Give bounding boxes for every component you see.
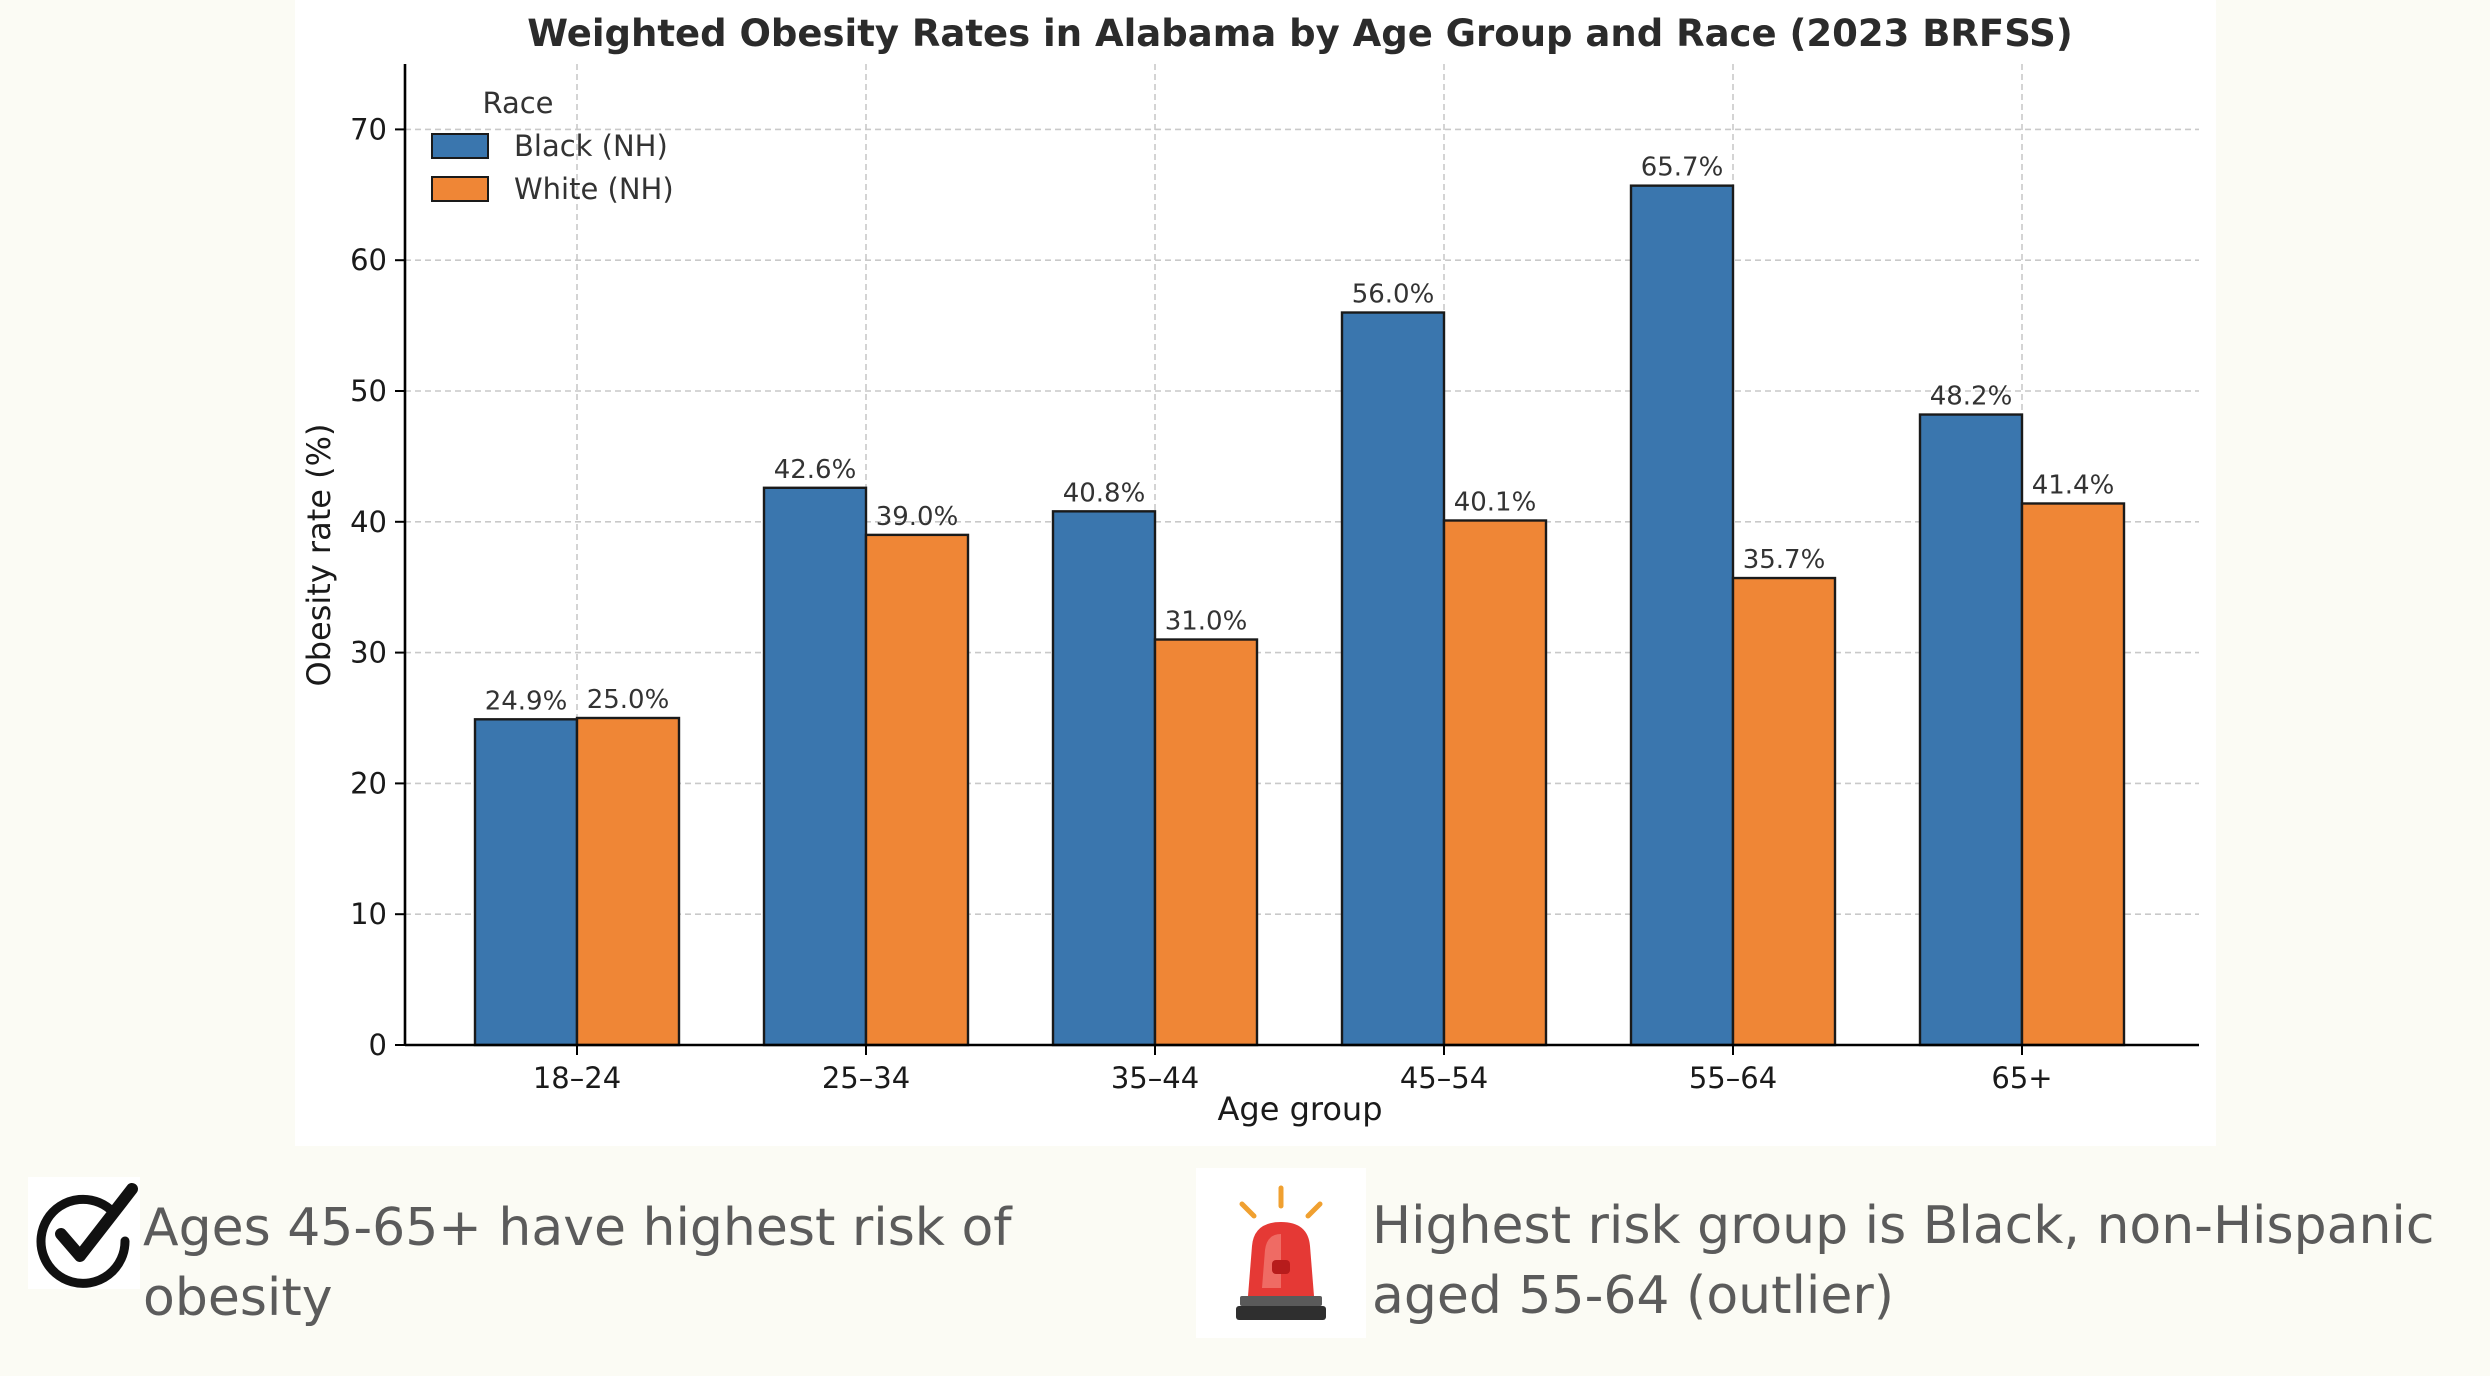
bars xyxy=(473,184,2126,1047)
y-axis-label: Obesity rate (%) xyxy=(300,424,338,687)
axes xyxy=(403,64,2199,1047)
bar-white-2 xyxy=(1153,638,1259,1047)
bar-value-label: 42.6% xyxy=(774,455,857,485)
legend-swatch-white xyxy=(431,176,489,202)
siren-icon xyxy=(1196,1168,1366,1338)
bar-black-1 xyxy=(762,486,868,1047)
legend-title: Race xyxy=(482,86,553,120)
bar-black-2 xyxy=(1051,510,1157,1047)
bar-value-labels: 24.9% 25.0% 42.6% 39.0% 40.8% 31.0% 56.0% 40.1%… xyxy=(485,153,2115,717)
bar-white-0 xyxy=(575,716,681,1047)
y-tick-label: 60 xyxy=(350,243,387,277)
x-tick-label: 55–64 xyxy=(1689,1061,1777,1095)
legend-swatch-black xyxy=(431,133,489,159)
x-tick-label: 65+ xyxy=(1991,1061,2052,1095)
bar-value-label: 48.2% xyxy=(1930,382,2013,412)
bar-value-label: 35.7% xyxy=(1743,545,1826,575)
bar-value-label: 25.0% xyxy=(587,685,670,715)
note-highest-risk-group: Highest risk group is Black, non-Hispani… xyxy=(1372,1196,2435,1326)
bar-black-3 xyxy=(1340,311,1446,1047)
bar-value-label: 40.1% xyxy=(1454,487,1537,517)
legend: Race Black (NH) White (NH) xyxy=(431,86,674,206)
y-tick-label: 30 xyxy=(350,636,387,670)
bar-value-label: 39.0% xyxy=(876,502,959,532)
ticks: 18–24 25–34 35–44 45–54 55–64 65+ 0 10 20 30 40 50 6… xyxy=(350,112,2053,1095)
bar-chart: 18–24 25–34 35–44 45–54 55–64 65+ 0 10 20 30 40 50 6… xyxy=(300,12,2199,1128)
x-axis-label: Age group xyxy=(1218,1090,1383,1128)
bar-value-label: 40.8% xyxy=(1063,478,1146,508)
chart-panel: 18–24 25–34 35–44 45–54 55–64 65+ 0 10 20 30 40 50 6… xyxy=(295,0,2216,1146)
bar-black-5 xyxy=(1918,413,2024,1047)
bar-white-4 xyxy=(1731,576,1837,1047)
y-tick-label: 40 xyxy=(350,505,387,539)
bar-black-0 xyxy=(473,718,579,1047)
note-highest-risk-ages: Ages 45-65+ have highest risk of obesity xyxy=(143,1198,1012,1328)
bar-value-label: 56.0% xyxy=(1352,280,1435,310)
bar-value-label: 31.0% xyxy=(1165,607,1248,637)
legend-label-black: Black (NH) xyxy=(514,129,668,163)
x-tick-label: 45–54 xyxy=(1400,1061,1488,1095)
bar-white-3 xyxy=(1442,519,1548,1047)
y-tick-label: 0 xyxy=(369,1028,387,1062)
bar-black-4 xyxy=(1629,184,1735,1047)
bar-white-1 xyxy=(864,533,970,1047)
x-tick-label: 35–44 xyxy=(1111,1061,1199,1095)
legend-label-white: White (NH) xyxy=(514,172,674,206)
y-tick-label: 70 xyxy=(350,112,387,146)
bar-value-label: 24.9% xyxy=(485,686,568,716)
checkmark-icon xyxy=(28,1177,140,1289)
chart-title: Weighted Obesity Rates in Alabama by Age… xyxy=(527,12,2073,55)
y-tick-label: 50 xyxy=(350,374,387,408)
bar-value-label: 65.7% xyxy=(1641,153,1724,183)
bar-value-label: 41.4% xyxy=(2032,470,2115,500)
x-tick-label: 25–34 xyxy=(822,1061,910,1095)
y-tick-label: 20 xyxy=(350,766,387,800)
y-tick-label: 10 xyxy=(350,897,387,931)
x-tick-label: 18–24 xyxy=(533,1061,621,1095)
bar-white-5 xyxy=(2020,502,2126,1047)
